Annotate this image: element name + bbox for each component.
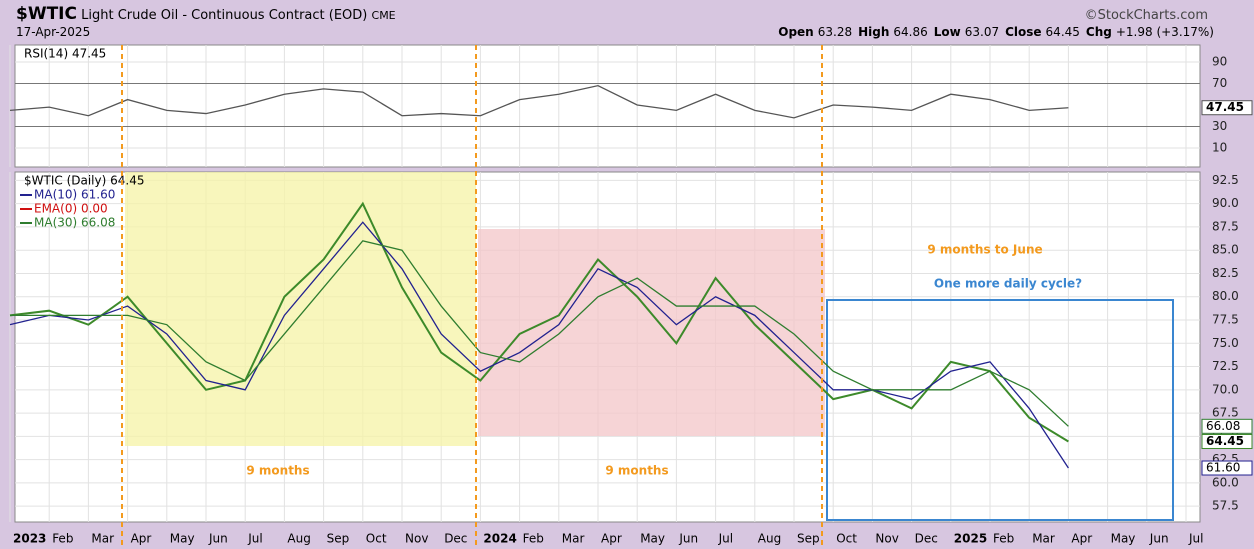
x-tick-label: Mar	[1032, 532, 1055, 546]
x-tick-label: Jul	[247, 532, 262, 546]
quote-value: 63.07	[964, 25, 1000, 39]
x-tick-label: 2023	[13, 532, 46, 546]
y-tick-label: 82.5	[1212, 266, 1239, 280]
x-tick-label: May	[640, 532, 665, 546]
projection-box	[826, 299, 1174, 521]
last-value-box	[1201, 418, 1253, 434]
y-tick-label: 72.5	[1212, 359, 1239, 373]
cycle-region	[125, 172, 476, 446]
x-tick-label: May	[170, 532, 195, 546]
y-tick-label: 57.5	[1212, 499, 1239, 513]
x-tick-label: Dec	[444, 532, 467, 546]
y-tick-label: 90	[1212, 54, 1227, 68]
quote-label: Low	[933, 25, 961, 39]
x-tick-label: Sep	[327, 532, 350, 546]
y-tick-label: 70.0	[1212, 382, 1239, 396]
series-line	[10, 240, 1069, 427]
y-tick-label: 85.0	[1212, 243, 1239, 257]
y-tick-label: 75.0	[1212, 336, 1239, 350]
x-tick-label: Jul	[718, 532, 733, 546]
cycle-region	[478, 229, 825, 436]
x-tick-label: Oct	[366, 532, 387, 546]
exchange: CME	[371, 9, 396, 22]
last-value-label: 66.08	[1206, 419, 1240, 433]
quote-label: Close	[1005, 25, 1042, 39]
y-tick-label: 87.5	[1212, 219, 1239, 233]
x-tick-label: 2025	[954, 532, 987, 546]
annotation: 9 months to June	[927, 243, 1042, 257]
quote-value: 64.45	[1045, 25, 1080, 39]
x-tick-label: Jul	[1188, 532, 1203, 546]
last-value-box	[1201, 100, 1253, 116]
y-tick-label: 10	[1212, 140, 1227, 154]
last-value-box	[1201, 433, 1253, 449]
last-value-label: 64.45	[1206, 434, 1244, 448]
last-value-label: 61.60	[1206, 461, 1240, 475]
x-tick-label: Aug	[758, 532, 781, 546]
x-tick-label: Dec	[915, 532, 938, 546]
quote-label: High	[858, 25, 890, 39]
legend-label: MA(10) 61.60	[34, 188, 115, 202]
series-line	[9, 201, 1069, 443]
quote: Open 63.28 High 64.86 Low 63.07 Close 64.45 Chg +…	[778, 25, 1220, 39]
annotation: 9 months	[246, 464, 309, 478]
quote-value: 63.28	[817, 25, 853, 39]
legend-label: EMA(0) 0.00	[34, 202, 108, 216]
x-tick-label: Jun	[208, 532, 228, 546]
panel	[14, 44, 1201, 168]
x-tick-label: 2024	[483, 532, 516, 546]
date: 17-Apr-2025	[16, 25, 91, 39]
x-tick-label: Nov	[875, 532, 898, 546]
y-tick-label: 60.0	[1212, 475, 1239, 489]
symbol: $WTIC	[16, 4, 77, 24]
y-tick-label: 92.5	[1212, 173, 1239, 187]
panel-title: $WTIC (Daily) 64.45	[24, 174, 144, 188]
y-tick-label: 30	[1212, 119, 1227, 133]
y-tick-label: 77.5	[1212, 313, 1239, 327]
last-value-label: 47.45	[1206, 100, 1244, 114]
y-tick-label: 70	[1212, 76, 1227, 90]
instrument-name: Light Crude Oil - Continuous Contract (E…	[81, 8, 368, 23]
quote-label: Chg	[1085, 25, 1112, 39]
x-tick-label: Mar	[91, 532, 114, 546]
quote-label: Open	[778, 25, 814, 39]
quote-value: 64.86	[893, 25, 928, 39]
quote-value: +1.98 (+3.17%)	[1115, 25, 1214, 39]
x-tick-label: Feb	[523, 532, 544, 546]
x-tick-label: Oct	[836, 532, 857, 546]
x-tick-label: Mar	[562, 532, 585, 546]
x-tick-label: Nov	[405, 532, 428, 546]
x-tick-label: Feb	[993, 532, 1014, 546]
y-tick-label: 67.5	[1212, 406, 1239, 420]
y-tick-label: 90.0	[1212, 196, 1239, 210]
x-tick-label: Apr	[131, 532, 152, 546]
x-tick-label: Apr	[601, 532, 622, 546]
x-tick-label: May	[1111, 532, 1136, 546]
series-line	[9, 221, 1069, 469]
title-line: $WTIC Light Crude Oil - Continuous Contr…	[16, 4, 396, 24]
x-tick-label: Jun	[678, 532, 698, 546]
y-tick-label: 80.0	[1212, 289, 1239, 303]
x-tick-label: Sep	[797, 532, 820, 546]
panel-title: RSI(14) 47.45	[24, 47, 106, 61]
source: ©StockCharts.com	[1084, 8, 1208, 23]
x-tick-label: Apr	[1071, 532, 1092, 546]
x-tick-label: Feb	[52, 532, 73, 546]
x-tick-label: Jun	[1149, 532, 1169, 546]
last-value-box	[1201, 460, 1253, 476]
x-tick-label: Aug	[287, 532, 310, 546]
series-line	[9, 84, 1069, 119]
annotation: One more daily cycle?	[934, 277, 1082, 291]
legend-label: MA(30) 66.08	[34, 216, 115, 230]
annotation: 9 months	[605, 464, 668, 478]
